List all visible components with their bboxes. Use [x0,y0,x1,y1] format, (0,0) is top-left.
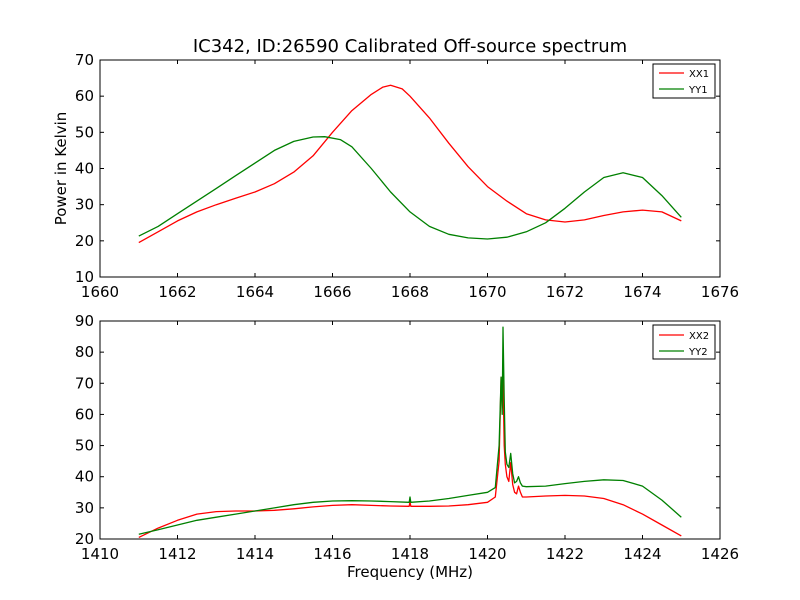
bottom-y-tick-label: 30 [75,499,94,517]
series-line-yy2 [138,326,682,535]
top-legend-box [652,63,716,99]
bottom-legend: XX2 YY2 [652,324,716,360]
bottom-y-tick-label: 50 [75,437,94,455]
series-line-yy1 [138,136,682,240]
bottom-x-tick-label: 1414 [236,545,274,563]
top-x-tick-label: 1660 [81,283,119,301]
top-plot-area [99,59,721,278]
top-y-tick-label: 20 [75,232,94,250]
top-x-tick-label: 1668 [391,283,429,301]
top-y-tick-label: 30 [75,196,94,214]
bottom-y-tick-label: 70 [75,374,94,392]
top-x-tick-label: 1670 [468,283,506,301]
chart-title: IC342, ID:26590 Calibrated Off-source sp… [193,36,627,57]
bottom-x-axis-label: Frequency (MHz) [347,563,473,581]
bottom-y-tick-label: 20 [75,530,94,548]
bottom-y-tick-label: 60 [75,405,94,423]
bottom-y-tick-label: 80 [75,343,94,361]
top-x-tick-label: 1664 [236,283,274,301]
bottom-x-tick-label: 1412 [158,545,196,563]
legend-label-yy2: YY2 [688,347,708,358]
bottom-y-tick-label: 90 [75,312,94,330]
top-x-tick-label: 1676 [701,283,739,301]
top-y-tick-label: 50 [75,123,94,141]
top-series-group [138,84,682,244]
bottom-x-tick-label: 1424 [623,545,661,563]
bottom-x-tick-label: 1416 [313,545,351,563]
top-legend: XX1 YY1 [652,63,716,99]
top-y-tick-label: 40 [75,160,94,178]
top-y-tick-label: 10 [75,268,94,286]
top-x-tick-label: 1672 [546,283,584,301]
top-x-tick-label: 1674 [623,283,661,301]
legend-label-yy1: YY1 [688,85,708,96]
bottom-x-axis: 1410 1412 1414 1416 1418 1420 1422 1424 1426 [81,321,739,563]
bottom-y-tick-label: 40 [75,468,94,486]
top-y-tick-label: 60 [75,87,94,105]
bottom-x-tick-label: 1418 [391,545,429,563]
top-plot-panel: 1660 1662 1664 1666 1668 1670 1672 1674 1676 10 2… [52,51,739,301]
top-x-tick-label: 1662 [158,283,196,301]
top-x-axis: 1660 1662 1664 1666 1668 1670 1672 1674 1676 [81,60,739,301]
top-y-axis-label: Power in Kelvin [52,112,70,226]
bottom-y-axis: 20 30 40 50 60 70 80 90 [75,312,720,548]
bottom-plot-panel: 1410 1412 1414 1416 1418 1420 1422 1424 1426 20 3… [75,312,739,581]
legend-label-xx1: XX1 [689,69,709,80]
top-y-axis: 10 20 30 40 50 60 70 [75,51,720,286]
bottom-x-tick-label: 1410 [81,545,119,563]
bottom-x-tick-label: 1420 [468,545,506,563]
top-x-tick-label: 1666 [313,283,351,301]
bottom-legend-box [652,324,716,360]
bottom-series-group [138,326,682,538]
bottom-x-tick-label: 1422 [546,545,584,563]
legend-label-xx2: XX2 [689,331,709,342]
bottom-x-tick-label: 1426 [701,545,739,563]
series-line-xx1 [138,84,682,244]
top-y-tick-label: 70 [75,51,94,69]
